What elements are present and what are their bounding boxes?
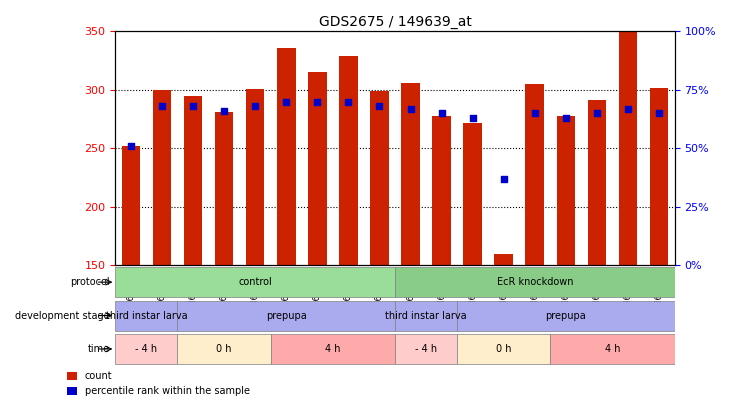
Point	[591, 110, 603, 117]
Point	[405, 105, 417, 112]
Text: - 4 h: - 4 h	[415, 344, 437, 354]
Bar	[121, 146, 140, 265]
Bar	[650, 87, 668, 265]
Point	[219, 108, 230, 114]
Point	[498, 176, 510, 182]
Bar	[588, 100, 606, 265]
Text: third instar larva: third instar larva	[385, 311, 467, 320]
FancyBboxPatch shape	[178, 334, 270, 364]
Bar	[401, 83, 420, 265]
Point	[156, 103, 167, 109]
Point	[622, 105, 634, 112]
Bar	[463, 123, 482, 265]
FancyBboxPatch shape	[270, 334, 395, 364]
Text: 4 h: 4 h	[325, 344, 341, 354]
Point	[654, 110, 665, 117]
Bar	[494, 254, 513, 265]
Title: GDS2675 / 149639_at: GDS2675 / 149639_at	[319, 15, 471, 29]
Point	[529, 110, 541, 117]
Bar	[339, 56, 357, 265]
Bar	[526, 84, 544, 265]
Text: third instar larva: third instar larva	[105, 311, 187, 320]
Text: EcR knockdown: EcR knockdown	[496, 277, 573, 287]
Point	[436, 110, 447, 117]
Bar	[556, 116, 575, 265]
Point	[281, 98, 292, 105]
Legend: count, percentile rank within the sample: count, percentile rank within the sample	[64, 367, 254, 400]
Bar	[246, 89, 265, 265]
FancyBboxPatch shape	[457, 301, 675, 330]
Text: 0 h: 0 h	[496, 344, 512, 354]
Bar	[432, 116, 451, 265]
Point	[560, 115, 572, 121]
Text: protocol: protocol	[70, 277, 110, 287]
Bar	[153, 90, 171, 265]
Point	[374, 103, 385, 109]
FancyBboxPatch shape	[395, 267, 675, 297]
FancyBboxPatch shape	[115, 267, 395, 297]
Text: 4 h: 4 h	[605, 344, 620, 354]
FancyBboxPatch shape	[178, 301, 395, 330]
FancyBboxPatch shape	[395, 301, 457, 330]
Point	[249, 103, 261, 109]
Text: prepupa: prepupa	[545, 311, 586, 320]
FancyBboxPatch shape	[457, 334, 550, 364]
Bar	[618, 32, 637, 265]
Point	[467, 115, 479, 121]
FancyBboxPatch shape	[395, 334, 457, 364]
Bar	[370, 91, 389, 265]
Bar	[277, 48, 295, 265]
Text: prepupa: prepupa	[266, 311, 306, 320]
Bar	[183, 96, 202, 265]
Point	[187, 103, 199, 109]
Text: control: control	[238, 277, 272, 287]
Bar	[215, 112, 233, 265]
Text: 0 h: 0 h	[216, 344, 232, 354]
FancyBboxPatch shape	[115, 334, 178, 364]
Bar	[308, 72, 327, 265]
Text: development stage: development stage	[15, 311, 110, 320]
FancyBboxPatch shape	[115, 301, 178, 330]
Point	[343, 98, 355, 105]
Point	[311, 98, 323, 105]
Point	[125, 143, 137, 149]
FancyBboxPatch shape	[550, 334, 675, 364]
Text: time: time	[88, 344, 110, 354]
Text: - 4 h: - 4 h	[135, 344, 157, 354]
